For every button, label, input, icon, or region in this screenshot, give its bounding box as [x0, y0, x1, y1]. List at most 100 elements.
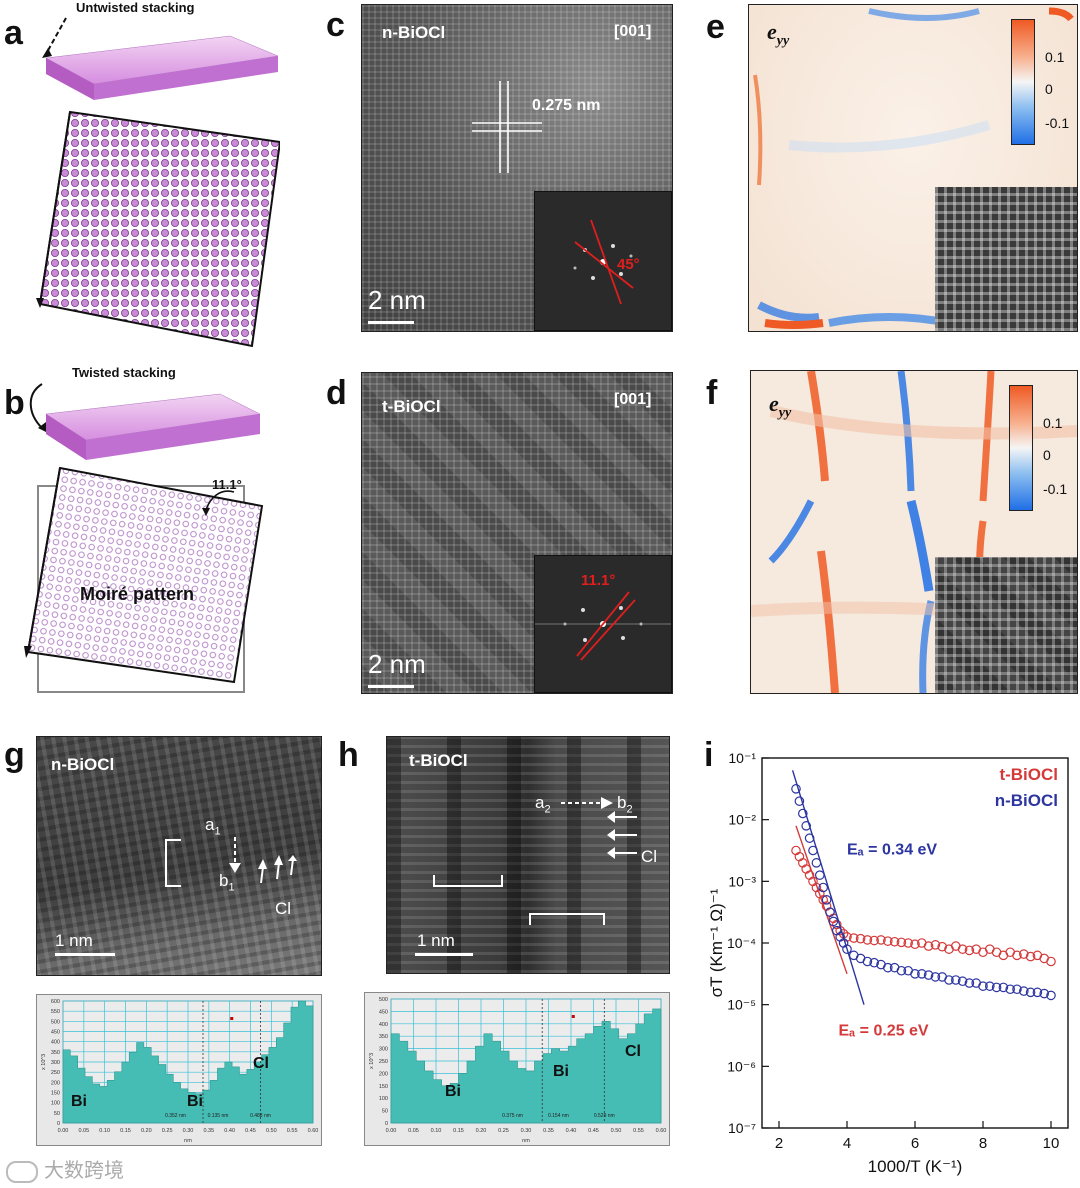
n-biocl-point: [998, 982, 1009, 993]
zone-axis-label: [001]: [614, 23, 652, 40]
colorbar-tick-mid: 0: [1043, 447, 1051, 463]
stem-image-t-biocl: t-BiOCl a2 b2 Cl 1 nm: [386, 736, 670, 974]
profile-x-tick: 0.35: [203, 1128, 214, 1134]
n-biocl-point: [869, 957, 879, 968]
colorbar: [1011, 19, 1035, 145]
scale-bar: [415, 953, 473, 956]
profile-cursor-dot: [571, 1015, 575, 1018]
n-biocl-fit-line: [791, 770, 865, 1005]
tem-image-n-biocl: n-BiOCl [001] 0.275 nm 2 nm 45°: [361, 4, 673, 332]
x-tick-label: 10: [1043, 1135, 1060, 1152]
profile-y-tick: 400: [379, 1022, 388, 1028]
n-biocl-point: [818, 882, 828, 893]
n-biocl-point: [821, 895, 832, 905]
t-biocl-point: [896, 937, 907, 948]
n-biocl-point: [910, 969, 920, 979]
profile-y-tick: 500: [51, 1019, 60, 1025]
lattice-spacing-marker: [472, 81, 542, 173]
profile-x-tick: 0.05: [408, 1128, 419, 1134]
t-biocl-point: [910, 939, 920, 950]
moire-pattern-label: Moiré pattern: [80, 584, 195, 604]
panel-letter-i: i: [704, 736, 714, 774]
fft-inset: 11.1°: [534, 555, 672, 693]
x-tick-label: 4: [843, 1135, 851, 1152]
fft-inset: 45°: [534, 191, 672, 331]
stem-image-n-biocl: n-BiOCl a1 b1 Cl 1 nm: [36, 736, 322, 976]
t-biocl-point: [930, 940, 941, 950]
profile-measure-label: 0.135 nm: [208, 1113, 229, 1119]
t-biocl-point: [964, 945, 975, 956]
watermark-logo-icon: [6, 1160, 38, 1183]
colorbar-tick-top: 0.1: [1045, 49, 1065, 65]
t-biocl-point: [903, 938, 913, 948]
y-tick-label: 10⁻³: [728, 873, 756, 889]
n-biocl-point: [791, 784, 801, 794]
profile-measure-label: 0.375 nm: [502, 1113, 523, 1119]
n-biocl-point: [842, 944, 852, 954]
t-biocl-point: [889, 936, 900, 947]
profile-y-tick: 600: [51, 999, 60, 1005]
scale-bar-label: 1 nm: [55, 931, 93, 950]
scale-bar-label: 2 nm: [368, 649, 426, 679]
line-profile-g: 0.00 0.05 0.10 0.15 0.20 0.25 0.30 0.35 0.40 0.45…: [36, 994, 322, 1146]
n-biocl-point: [825, 907, 835, 917]
profile-label-cl: Cl: [625, 1043, 641, 1060]
x-tick-label: 2: [775, 1135, 783, 1152]
n-biocl-point: [957, 976, 968, 987]
profile-y-tick: 150: [379, 1084, 388, 1090]
profile-intensity-bars: [62, 1000, 314, 1124]
n-biocl-point: [883, 962, 893, 973]
n-biocl-point: [951, 975, 961, 985]
bracket-right: [529, 913, 605, 925]
cl-arrows: [607, 811, 637, 859]
profile-x-tick: 0.60: [656, 1128, 667, 1134]
profile-label-bi-2: Bi: [187, 1093, 203, 1110]
strain-map-e: eyy 0.1 0 -0.1: [748, 4, 1078, 332]
a-to-b-arrow: [561, 797, 613, 809]
profile-x-tick: 0.35: [543, 1128, 554, 1134]
profile-y-tick: 300: [379, 1047, 388, 1053]
colorbar: [1009, 385, 1033, 511]
t-biocl-point: [876, 935, 886, 945]
n-biocl-point: [1032, 987, 1043, 998]
profile-x-label: nm: [522, 1138, 530, 1144]
profile-x-tick: 0.50: [611, 1128, 622, 1134]
profile-measure-label: 0.488 nm: [250, 1113, 271, 1119]
t-biocl-point: [1018, 949, 1029, 959]
tem-inset: [935, 187, 1077, 331]
profile-y-tick: 450: [51, 1030, 60, 1036]
n-biocl-point: [991, 982, 1002, 993]
site-b-label: b2: [617, 793, 633, 816]
n-biocl-point: [930, 972, 941, 982]
t-biocl-point: [937, 941, 947, 952]
n-biocl-point: [896, 965, 907, 976]
panel-letter-h: h: [338, 736, 359, 774]
profile-y-tick: 500: [379, 997, 388, 1003]
profile-x-tick: 0.20: [476, 1128, 487, 1134]
profile-x-tick: 0.45: [588, 1128, 599, 1134]
material-label: n-BiOCl: [382, 23, 446, 42]
n-biocl-point: [984, 981, 995, 991]
n-biocl-point: [944, 975, 954, 985]
chart-frame: [761, 757, 1069, 1129]
a-to-b-arrow: [229, 837, 241, 873]
t-biocl-point: [957, 944, 968, 954]
line-profile-plot: 0.00 0.05 0.10 0.15 0.20 0.25 0.30 0.35 0.40 0.45…: [369, 997, 667, 1144]
colorbar-tick-bottom: -0.1: [1045, 115, 1070, 131]
profile-x-tick: 0.10: [431, 1128, 442, 1134]
profile-label-cl: Cl: [253, 1055, 269, 1072]
n-biocl-point: [862, 956, 873, 967]
t-biocl-point: [883, 936, 893, 946]
profile-x-label: nm: [184, 1138, 192, 1144]
profile-cursor-dot: [230, 1017, 234, 1020]
x-tick-label: 6: [911, 1135, 919, 1152]
n-biocl-point: [1018, 986, 1029, 996]
scale-bar-label: 2 nm: [368, 285, 426, 315]
site-b-label: b1: [219, 871, 235, 894]
profile-x-tick: 0.05: [78, 1128, 89, 1134]
fit-label-n-biocl: Eₐ = 0.34 eV: [847, 842, 937, 859]
profile-measure-label: 0.154 nm: [548, 1113, 569, 1119]
twisted-stack-illustration: [24, 383, 264, 693]
profile-y-tick: 350: [51, 1050, 60, 1056]
conductivity-chart: 2 4 6 8 10 10⁻⁷ 10⁻⁶ 10⁻⁵ 10⁻⁴ 10⁻³ 10⁻² 10⁻¹ 1000/T…: [707, 750, 1069, 1176]
